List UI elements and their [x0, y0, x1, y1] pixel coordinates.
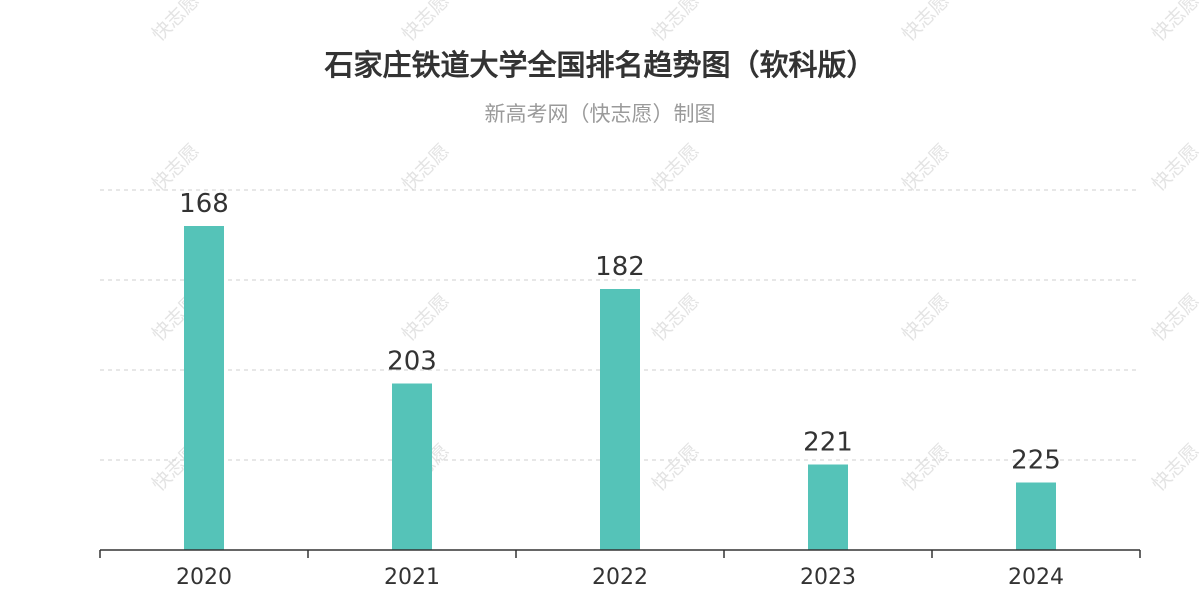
- watermark-text: 快志愿: [648, 0, 704, 46]
- data-label: 225: [1011, 446, 1061, 476]
- bar: [184, 226, 224, 550]
- x-tick-label: 2022: [592, 565, 648, 590]
- x-tick-label: 2021: [384, 565, 440, 590]
- watermark-text: 快志愿: [898, 290, 954, 346]
- watermark-text: 快志愿: [148, 140, 204, 196]
- watermark-text: 快志愿: [898, 0, 954, 46]
- watermark-text: 快志愿: [648, 440, 704, 496]
- watermark-text: 快志愿: [1148, 140, 1200, 196]
- data-label: 221: [803, 428, 853, 458]
- watermark-text: 快志愿: [148, 0, 204, 46]
- watermark-text: 快志愿: [398, 140, 454, 196]
- x-tick-label: 2020: [176, 565, 232, 590]
- bar: [392, 383, 432, 550]
- data-label: 203: [387, 347, 437, 377]
- bar: [808, 464, 848, 550]
- watermark-text: 快志愿: [1148, 440, 1200, 496]
- watermark-text: 快志愿: [898, 140, 954, 196]
- bar: [600, 289, 640, 550]
- data-label: 168: [179, 189, 229, 219]
- x-tick-label: 2023: [800, 565, 856, 590]
- watermark-text: 快志愿: [898, 440, 954, 496]
- data-label: 182: [595, 252, 645, 282]
- watermark-text: 快志愿: [1148, 0, 1200, 46]
- bar: [1016, 482, 1056, 550]
- watermark-text: 快志愿: [398, 0, 454, 46]
- watermark-text: 快志愿: [1148, 290, 1200, 346]
- chart-title: 石家庄铁道大学全国排名趋势图（软科版）: [324, 48, 876, 82]
- x-tick-label: 2024: [1008, 565, 1064, 590]
- watermark-text: 快志愿: [648, 290, 704, 346]
- chart-subtitle: 新高考网（快志愿）制图: [484, 102, 716, 126]
- watermark-text: 快志愿: [648, 140, 704, 196]
- watermark-text: 快志愿: [398, 290, 454, 346]
